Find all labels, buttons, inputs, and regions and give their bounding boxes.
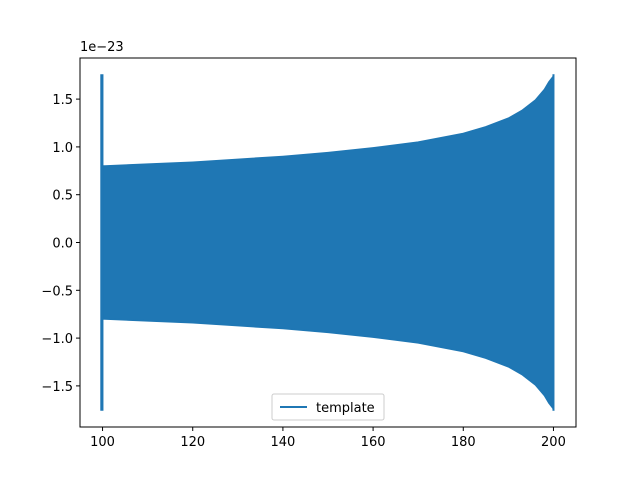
y-tick-label: −0.5: [41, 284, 73, 299]
y-tick-label: 1.0: [52, 141, 73, 156]
y-tick-label: −1.5: [41, 380, 73, 395]
x-tick-label: 100: [90, 435, 115, 450]
series-template-band: [101, 73, 555, 412]
y-tick-label: 0.5: [52, 189, 73, 204]
y-tick-label: 1.5: [52, 93, 73, 108]
legend: template: [271, 393, 385, 421]
legend-box: [271, 393, 385, 421]
x-tick-label: 120: [180, 435, 205, 450]
x-tick-label: 160: [361, 435, 386, 450]
y-offset-text: 1e−23: [80, 40, 124, 55]
series-template-spike: [100, 74, 104, 411]
series-layer: [100, 73, 555, 412]
x-tick-label: 180: [451, 435, 476, 450]
x-tick-label: 140: [270, 435, 295, 450]
x-axis: 100 120 140 160 180 200: [90, 427, 566, 450]
y-tick-label: 0.0: [52, 237, 73, 252]
legend-label: template: [316, 401, 375, 416]
y-tick-label: −1.0: [41, 332, 73, 347]
y-axis: −1.5 −1.0 −0.5 0.0 0.5 1.0 1.5: [41, 93, 80, 395]
x-tick-label: 200: [541, 435, 566, 450]
